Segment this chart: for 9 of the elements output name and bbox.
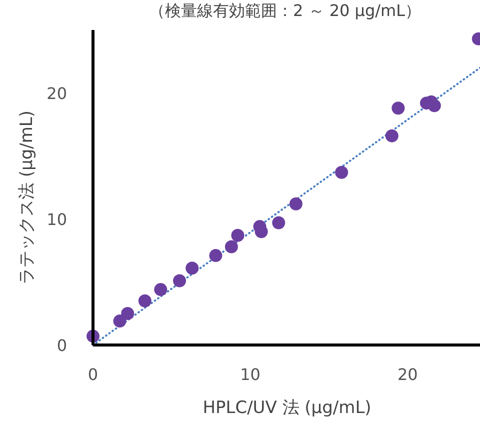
y-tick-label: 0 <box>56 336 67 355</box>
x-tick-label: 0 <box>88 365 98 384</box>
y-tick-label: 20 <box>46 84 67 103</box>
x-tick-label: 20 <box>397 365 418 384</box>
y-axis-title: ラテックス法 (μg/mL) <box>17 110 37 285</box>
y-tick-label: 10 <box>46 210 67 229</box>
x-tick-label: 10 <box>240 365 260 384</box>
x-axis-title: HPLC/UV 法 (μg/mL) <box>202 398 372 418</box>
chart-title: （検量線有効範囲：2 ～ 20 μg/mL） <box>148 1 422 20</box>
